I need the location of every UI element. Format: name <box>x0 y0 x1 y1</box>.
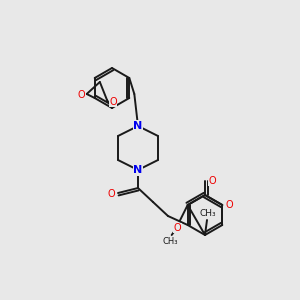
Text: O: O <box>226 200 233 210</box>
Text: O: O <box>174 223 182 233</box>
Text: O: O <box>78 90 85 100</box>
Text: N: N <box>134 165 142 175</box>
Text: N: N <box>134 121 142 131</box>
Text: O: O <box>107 189 115 199</box>
Text: O: O <box>208 176 216 186</box>
Text: CH₃: CH₃ <box>163 238 178 247</box>
Text: O: O <box>109 97 117 107</box>
Text: CH₃: CH₃ <box>200 208 216 217</box>
